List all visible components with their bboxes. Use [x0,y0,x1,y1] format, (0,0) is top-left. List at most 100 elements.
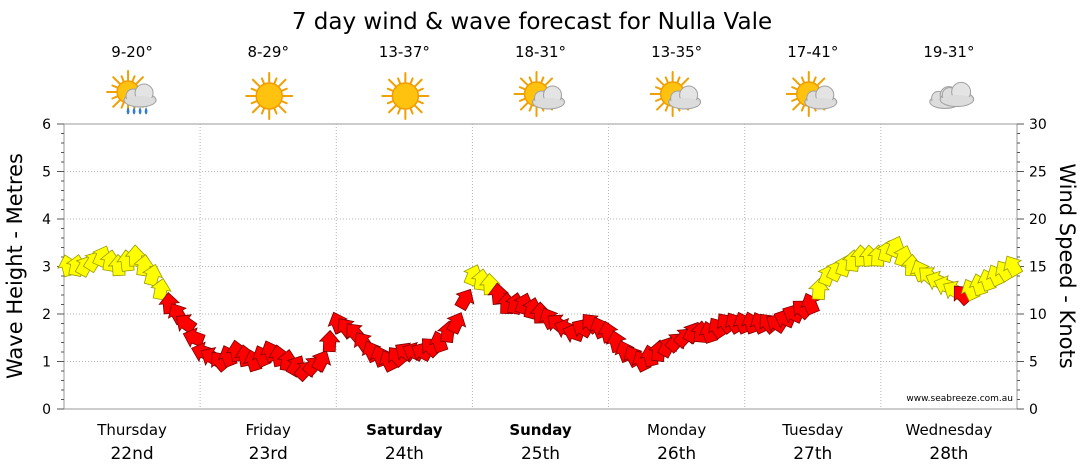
day-date-label: 24th [385,444,424,464]
day-name-label: Tuesday [781,421,843,439]
wind-arrow [454,288,475,312]
sun-ray [656,102,665,111]
sun-ray [131,75,136,82]
day-date-label: 28th [929,444,968,464]
cloud-fill [669,98,700,108]
sun-ray [800,76,805,83]
rain-drop [144,107,148,115]
sun-disc [255,82,283,110]
right-tick-label: 20 [1029,212,1047,228]
sun-ray [250,100,258,105]
sun-ray [111,95,118,100]
plot-area: 0 1 2 3 4 5 6 0 5 10 15 20 25 30 www.seabreeze.com.a… [42,117,1047,418]
sun-ray [800,105,805,112]
day-name-label: Monday [647,421,706,439]
sun-ray [388,78,397,88]
right-tick-label: 5 [1029,355,1038,371]
sun-ray [278,104,287,114]
sun-ray [111,84,118,89]
left-tick-label: 2 [42,307,51,323]
cloud-shape [939,81,975,108]
right-axis-label: Wind Speed - Knots [1055,163,1079,368]
right-tick-label: 0 [1029,402,1038,418]
sun-ray [519,102,529,111]
sun-ray [528,105,533,112]
weather-row: 9-20° 8-29° 13-37° 18-31° 13-35° 17-41° 19-31° [106,43,975,120]
wind-arrow [318,329,341,353]
sun-ray [388,104,397,114]
cloud-fill [125,96,156,106]
day-name-label: Friday [245,421,291,439]
right-tick-label: 25 [1029,165,1047,181]
sun-ray [812,76,817,83]
sun-disc [391,82,420,110]
wind-arrow [311,350,332,373]
day-date-label: 22nd [110,444,153,464]
cloud-shape [123,83,157,108]
sun-ray [417,100,424,105]
sun-ray [655,86,662,91]
sun-ray [386,87,394,92]
right-axis: 0 5 10 15 20 25 30 [1017,117,1047,418]
sun-ray [544,77,554,86]
sun-ray [386,100,394,105]
cloud-shape [532,85,565,110]
sun-ray [655,97,662,102]
left-tick-label: 6 [42,117,51,133]
sun-ray [656,77,665,86]
cloud-fill [941,95,973,106]
left-tick-label: 5 [42,165,51,181]
sun-ray [791,86,798,91]
sun-ray [664,105,669,112]
rain-drop [132,107,136,115]
sun-ray [680,77,690,86]
wind-arrows [57,235,1024,383]
sun-ray [417,87,424,92]
sun-cloud-icon [785,71,838,117]
temperature-label: 17-41° [787,43,838,61]
sun-ray [791,97,798,102]
right-tick-label: 15 [1029,260,1047,276]
temperature-label: 8-29° [247,43,289,61]
sun-ray [120,102,125,109]
sun-ray [414,104,423,114]
sun-cloud-icon [649,71,702,117]
sun-ray [120,75,125,82]
wind-arrow [1003,255,1024,278]
left-axis: 0 1 2 3 4 5 6 [42,117,64,418]
sun-icon [245,72,294,120]
sun-ray [409,77,414,85]
day-name-label: Thursday [96,421,167,439]
sun-ray [519,77,529,86]
sun-ray [397,77,401,85]
sun-ray [676,76,681,83]
sun-rays [381,72,430,120]
sun-ray [528,76,533,83]
grid-lines [64,124,1017,409]
temperature-label: 19-31° [923,43,974,61]
day-name-label: Saturday [366,421,443,439]
rain-drop [138,107,142,115]
right-tick-label: 10 [1029,307,1047,323]
sun-ray [664,76,669,83]
cloud-icon [929,81,975,109]
temperature-label: 18-31° [515,43,566,61]
wind-arrow [446,312,467,335]
day-date-label: 25th [521,444,560,464]
sun-ray [273,77,278,85]
sun-rays [245,72,294,120]
right-tick-label: 30 [1029,117,1047,133]
sun-ray [518,97,526,102]
temperature-label: 9-20° [111,43,153,61]
left-axis-label: Wave Height - Metres [3,153,27,379]
wind-arrow [182,327,206,348]
cloud-shape [668,85,702,110]
sun-ray [273,107,278,115]
sun-ray [397,107,401,115]
sun-ray [281,100,288,105]
watermark: www.seabreeze.com.au [906,394,1013,404]
sun-ray [281,87,288,92]
left-tick-label: 0 [42,402,51,418]
day-date-label: 23rd [249,444,288,464]
